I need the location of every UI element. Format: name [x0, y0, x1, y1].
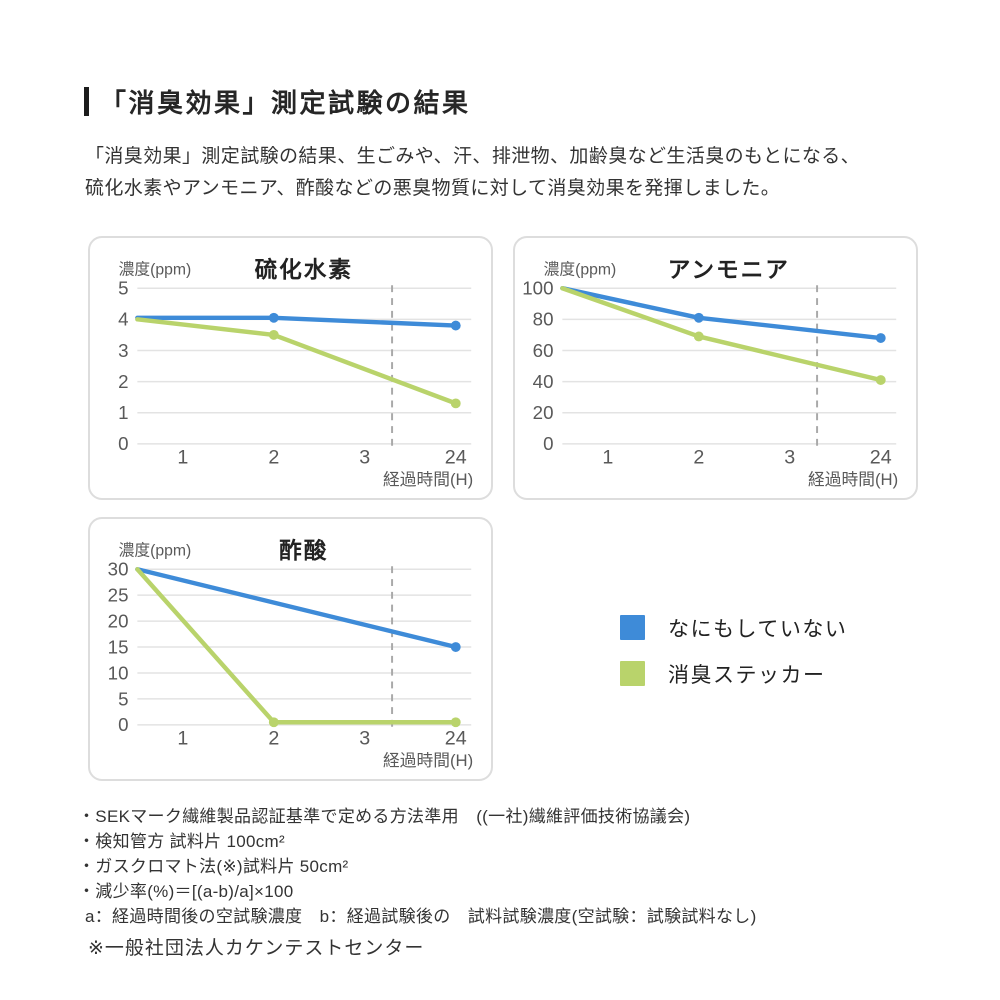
data-point: [875, 333, 886, 343]
title-accent-bar: [84, 87, 89, 116]
data-point: [450, 320, 461, 331]
y-tick-label: 5: [118, 688, 128, 709]
series-line: [135, 317, 458, 406]
x-axis-label: 経過時間(H): [383, 470, 473, 489]
page-header: 「消臭効果」測定試験の結果: [84, 83, 471, 120]
legend: なにもしていない 消臭ステッカー: [620, 615, 847, 707]
legend-item-deodorant-sticker: 消臭ステッカー: [620, 661, 847, 687]
chart-panel-acetic-acid: 0 5 10 15 20 25 30 1 2 3 24 濃度(ppm) 酢酸経過時間(H): [88, 517, 493, 781]
y-tick-label: 30: [108, 559, 129, 580]
y-tick-label: 0: [118, 433, 128, 454]
x-tick-label: 3: [359, 447, 370, 469]
y-tick-label: 4: [118, 309, 128, 330]
x-tick-label: 2: [268, 447, 279, 469]
legend-item-untreated: なにもしていない: [620, 615, 848, 641]
intro-text: 「消臭効果」測定試験の結果、生ごみや、汗、排泄物、加齢臭など生活臭のもとになる、…: [85, 141, 935, 205]
page-title: 「消臭効果」測定試験の結果: [100, 88, 471, 118]
data-point: [268, 717, 279, 728]
data-point: [693, 331, 704, 342]
chart-title: 酢酸: [279, 537, 328, 563]
legend-label-deodorant-sticker: 消臭ステッカー: [668, 663, 826, 687]
footnote-line: ・減少率(%)＝[(a-b)/a]×100: [78, 882, 294, 901]
chart-title: アンモニア: [668, 256, 790, 282]
data-point: [450, 717, 461, 728]
x-axis-label: 経過時間(H): [383, 751, 473, 770]
y-tick-label: 3: [118, 340, 128, 361]
footnote-line: ・検知管方 試料片 100cm²: [78, 832, 285, 851]
x-axis-label: 経過時間(H): [808, 470, 898, 489]
y-tick-label: 25: [108, 585, 129, 606]
series-line: [560, 286, 883, 341]
x-tick-label: 2: [693, 447, 704, 469]
chart-panel-ammonia: 0 20 40 60 80 100 1 2 3 24 濃度(ppm) アンモニア経過時間(H): [513, 236, 918, 500]
y-tick-label: 0: [543, 433, 553, 454]
y-tick-label: 0: [118, 714, 128, 735]
legend-swatch-blue: [620, 615, 645, 640]
series-line: [135, 567, 458, 650]
x-tick-label: 1: [177, 447, 188, 469]
x-tick-label: 24: [445, 728, 467, 750]
y-tick-label: 5: [118, 278, 128, 299]
x-tick-label: 3: [784, 447, 795, 469]
x-tick-label: 2: [268, 728, 279, 750]
y-tick-label: 20: [108, 610, 129, 631]
data-point: [450, 398, 461, 409]
y-tick-label: 15: [108, 636, 129, 657]
footnotes: ・SEKマーク繊維製品認証基準で定める方法準用 ((一社)繊維評価技術協議会) …: [78, 804, 757, 929]
y-tick-label: 40: [533, 371, 554, 392]
y-tick-label: 80: [533, 309, 554, 330]
x-tick-label: 24: [870, 447, 892, 469]
data-point: [268, 312, 279, 323]
y-tick-label: 1: [118, 402, 128, 423]
footnote-line: a：経過時間後の空試験濃度 b：経過試験後の 試料試験濃度(空試験：試験試料なし…: [85, 907, 757, 926]
x-tick-label: 1: [177, 728, 188, 750]
intro-line-1: 「消臭効果」測定試験の結果、生ごみや、汗、排泄物、加齢臭など生活臭のもとになる、: [85, 146, 861, 167]
data-point: [268, 329, 279, 340]
y-tick-label: 20: [533, 402, 554, 423]
y-axis-label: 濃度(ppm): [119, 260, 192, 278]
y-axis-label: 濃度(ppm): [119, 541, 192, 559]
data-point: [693, 312, 704, 323]
footnote-line: ・SEKマーク繊維製品認証基準で定める方法準用 ((一社)繊維評価技術協議会): [78, 807, 691, 826]
intro-line-2: 硫化水素やアンモニア、酢酸などの悪臭物質に対して消臭効果を発揮しました。: [85, 178, 781, 199]
x-tick-label: 24: [445, 447, 467, 469]
y-tick-label: 2: [118, 371, 128, 392]
x-tick-label: 3: [359, 728, 370, 750]
y-tick-label: 10: [108, 662, 129, 683]
x-tick-label: 1: [602, 447, 613, 469]
data-point: [450, 642, 461, 652]
chart-panel-hydrogen-sulfide: 0 1 2 3 4 5 1 2 3 24 濃度(ppm) 硫化水素経過時間(H): [88, 236, 493, 500]
legend-swatch-green: [620, 661, 645, 686]
footnote-line: ・ガスクロマト法(※)試料片 50cm²: [78, 857, 349, 876]
data-point: [875, 375, 886, 385]
y-tick-label: 60: [533, 340, 554, 361]
chart-title: 硫化水素: [255, 256, 353, 282]
y-axis-label: 濃度(ppm): [544, 260, 617, 278]
legend-label-untreated: なにもしていない: [668, 617, 848, 641]
org-note: ※一般社団法人カケンテストセンター: [88, 938, 425, 959]
y-tick-label: 100: [522, 278, 553, 299]
